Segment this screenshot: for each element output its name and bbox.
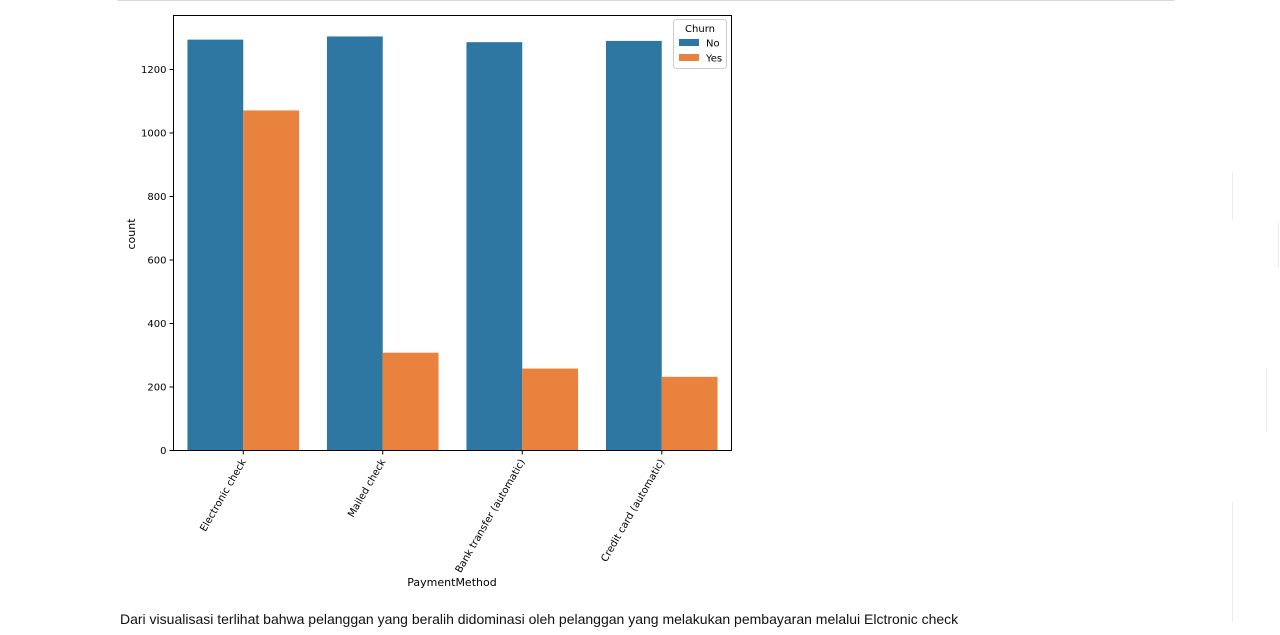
x-tick-label: Mailed check bbox=[346, 457, 388, 519]
legend-swatch-no bbox=[679, 39, 699, 46]
bar-no-0 bbox=[187, 39, 244, 451]
caption-text: Dari visualisasi terlihat bahwa pelangga… bbox=[120, 611, 959, 627]
x-tick-label: Bank transfer (automatic) bbox=[454, 457, 528, 575]
x-tick-label: Electronic check bbox=[198, 457, 249, 533]
y-tick-label: 0 bbox=[160, 446, 166, 457]
legend-swatch-yes bbox=[679, 54, 699, 61]
bar-yes-0 bbox=[243, 110, 300, 451]
bar-no-3 bbox=[605, 40, 662, 451]
y-tick-label: 800 bbox=[147, 192, 166, 203]
y-tick-label: 1000 bbox=[141, 128, 166, 139]
scroll-edge-mark bbox=[1266, 368, 1267, 432]
x-axis-label: PaymentMethod bbox=[407, 576, 496, 589]
x-tick-label: Credit card (automatic) bbox=[599, 457, 667, 564]
scroll-edge-mark bbox=[1278, 222, 1279, 268]
countplot-chart: 0 200 400 600 800 1000 1200 Electronic check Ma… bbox=[125, 15, 732, 589]
bar-yes-3 bbox=[661, 376, 718, 451]
legend-title: Churn bbox=[685, 24, 715, 35]
y-tick-label: 200 bbox=[147, 382, 166, 393]
plot-frame bbox=[173, 15, 732, 451]
bar-yes-2 bbox=[522, 368, 579, 451]
x-axis: Electronic check Mailed check Bank transfe… bbox=[198, 450, 667, 575]
bar-yes-1 bbox=[382, 352, 439, 451]
legend-label-no: No bbox=[706, 39, 720, 50]
scroll-edge-mark bbox=[1232, 502, 1233, 622]
bars-group bbox=[187, 36, 718, 451]
y-tick-label: 400 bbox=[147, 319, 166, 330]
bar-no-2 bbox=[466, 42, 523, 451]
scroll-edge-mark bbox=[1232, 172, 1233, 220]
y-axis-label: count bbox=[125, 218, 138, 250]
legend: Churn No Yes bbox=[673, 19, 727, 69]
y-axis: 0 200 400 600 800 1000 1200 bbox=[141, 65, 174, 457]
bar-no-1 bbox=[326, 36, 383, 451]
y-tick-label: 1200 bbox=[141, 65, 166, 76]
legend-label-yes: Yes bbox=[705, 54, 722, 65]
y-tick-label: 600 bbox=[147, 255, 166, 266]
